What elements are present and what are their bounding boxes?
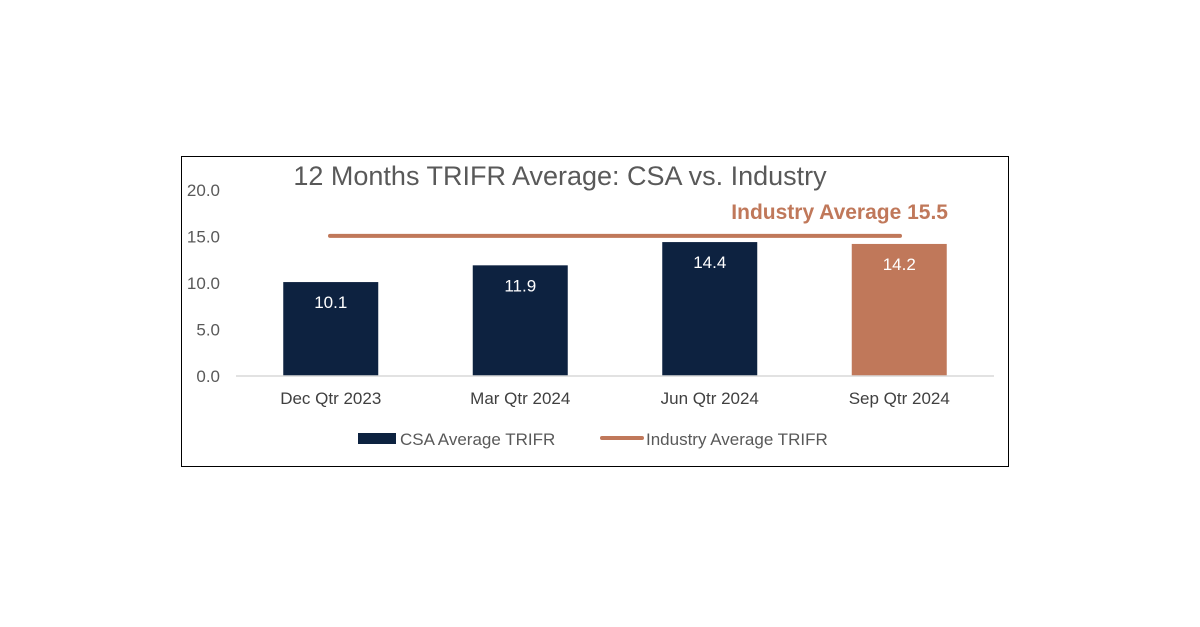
y-tick-label: 15.0 (187, 228, 220, 247)
bar-data-label: 10.1 (314, 293, 347, 312)
bar (662, 242, 758, 376)
chart-svg: 12 Months TRIFR Average: CSA vs. Industr… (187, 161, 994, 449)
y-tick-label: 5.0 (196, 321, 220, 340)
bar-data-label: 11.9 (504, 276, 536, 295)
y-tick-label: 0.0 (196, 367, 220, 386)
x-tick-label: Mar Qtr 2024 (470, 389, 570, 408)
chart-title: 12 Months TRIFR Average: CSA vs. Industr… (293, 161, 827, 191)
legend: CSA Average TRIFR Industry Average TRIFR (358, 430, 828, 449)
bar-data-label: 14.2 (883, 255, 916, 274)
x-axis: Dec Qtr 2023 Mar Qtr 2024 Jun Qtr 2024 Sep … (236, 375, 994, 408)
x-tick-label: Jun Qtr 2024 (661, 389, 759, 408)
legend-swatch-csa (358, 433, 396, 444)
x-tick-label: Sep Qtr 2024 (849, 389, 950, 408)
bar-series: 10.1 11.9 14.4 14.2 (283, 242, 947, 376)
y-tick-label: 10.0 (187, 274, 220, 293)
y-tick-label: 20.0 (187, 181, 220, 200)
chart-frame: 12 Months TRIFR Average: CSA vs. Industr… (181, 156, 1009, 467)
bar-data-label: 14.4 (693, 253, 726, 272)
bar (472, 265, 568, 376)
legend-label-csa: CSA Average TRIFR (400, 430, 555, 449)
industry-average-annotation: Industry Average 15.5 (731, 201, 948, 224)
legend-label-industry: Industry Average TRIFR (646, 430, 828, 449)
bar (851, 243, 947, 376)
y-axis: 0.0 5.0 10.0 15.0 20.0 (187, 181, 220, 386)
x-tick-label: Dec Qtr 2023 (280, 389, 381, 408)
bar (283, 282, 379, 376)
